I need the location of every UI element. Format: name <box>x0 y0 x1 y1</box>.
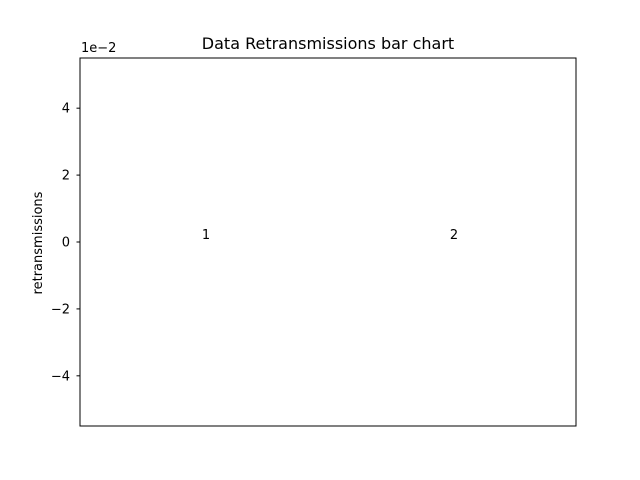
y-axis-offset-label: 1e−2 <box>81 41 116 56</box>
y-tick-label: 4 <box>62 102 70 117</box>
plot-area-frame <box>79 57 577 427</box>
y-tick-label: 2 <box>62 169 70 184</box>
y-axis-ticks: −4 −2 0 2 4 <box>51 102 80 384</box>
y-tick-label: −4 <box>51 369 70 384</box>
data-label: 2 <box>450 228 458 243</box>
data-label: 1 <box>202 228 210 243</box>
y-tick-label: 0 <box>62 236 70 251</box>
y-axis-label: retransmissions <box>31 191 46 294</box>
y-tick-label: −2 <box>51 302 70 317</box>
chart-title: Data Retransmissions bar chart <box>202 34 454 53</box>
